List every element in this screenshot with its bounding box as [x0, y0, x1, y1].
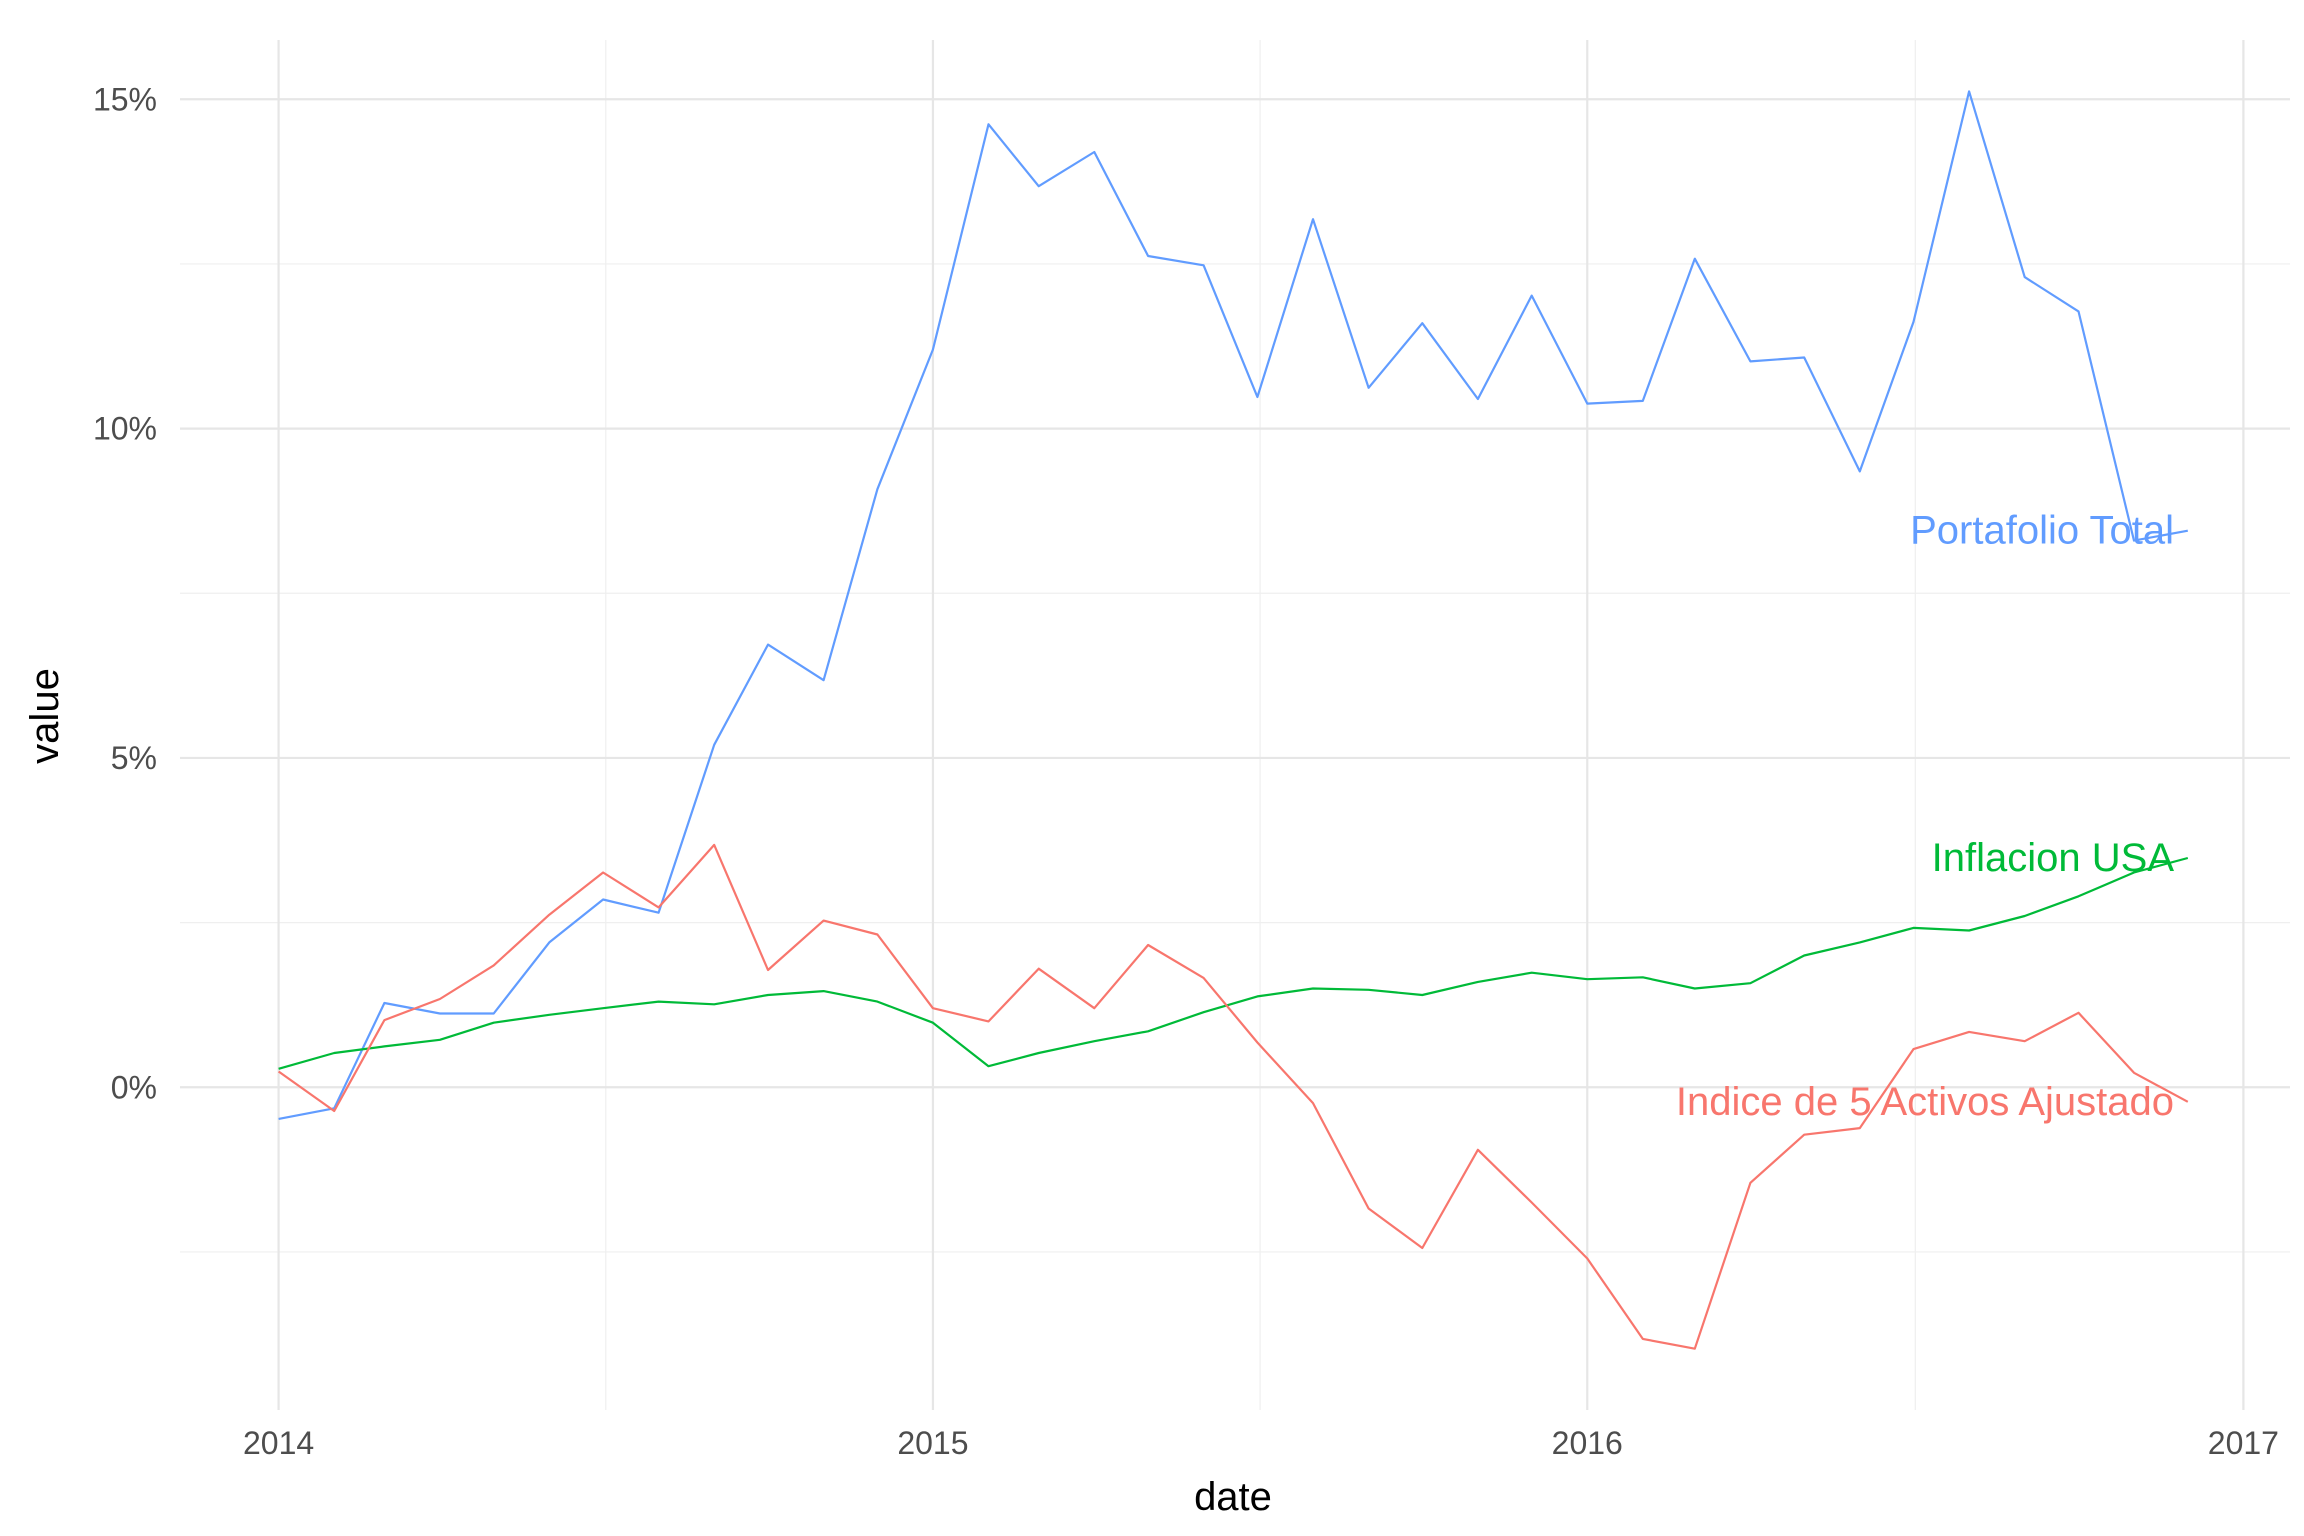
series-line-inflacion-usa: [278, 856, 2189, 1070]
x-axis-ticks: 2014 2015 2016 2017: [243, 1425, 2279, 1461]
series-lines: [277, 90, 2189, 1350]
series-label-inflacion-usa: Inflacion USA: [1932, 836, 2175, 880]
x-tick-label: 2017: [2208, 1425, 2279, 1461]
y-tick-label: 10%: [93, 411, 157, 447]
x-tick-label: 2014: [243, 1425, 314, 1461]
x-tick-label: 2016: [1552, 1425, 1623, 1461]
y-tick-label: 0%: [111, 1069, 157, 1105]
x-axis-title: date: [1194, 1475, 1272, 1519]
y-axis-title: value: [23, 668, 67, 764]
y-axis-ticks: 0% 5% 10% 15%: [93, 81, 157, 1105]
series-label-indice-de-5-activos-ajustado: Indice de 5 Activos Ajustado: [1676, 1080, 2174, 1124]
series-line-indice-de-5-activos-ajustado: [277, 843, 2189, 1350]
major-gridlines: [180, 40, 2290, 1410]
minor-gridlines: [180, 40, 2290, 1410]
series-labels: Portafolio Total Inflacion USA Indice de 5…: [1676, 509, 2174, 1124]
x-tick-label: 2015: [897, 1425, 968, 1461]
series-line-portafolio-total: [278, 90, 2188, 1120]
y-tick-label: 15%: [93, 81, 157, 117]
series-label-portafolio-total: Portafolio Total: [1910, 509, 2174, 553]
y-tick-label: 5%: [111, 740, 157, 776]
